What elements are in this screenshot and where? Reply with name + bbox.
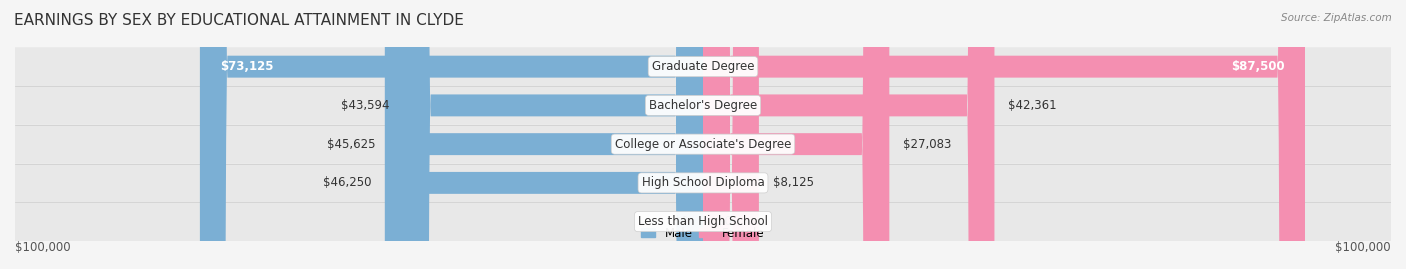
- FancyBboxPatch shape: [703, 0, 890, 269]
- Text: College or Associate's Degree: College or Associate's Degree: [614, 138, 792, 151]
- Text: Source: ZipAtlas.com: Source: ZipAtlas.com: [1281, 13, 1392, 23]
- Text: $87,500: $87,500: [1230, 60, 1284, 73]
- Text: $100,000: $100,000: [15, 241, 70, 254]
- FancyBboxPatch shape: [703, 0, 994, 269]
- Text: Bachelor's Degree: Bachelor's Degree: [650, 99, 756, 112]
- FancyBboxPatch shape: [389, 0, 703, 269]
- FancyBboxPatch shape: [703, 0, 759, 269]
- Text: $100,000: $100,000: [1336, 241, 1391, 254]
- Text: $8,125: $8,125: [773, 176, 814, 189]
- Text: $27,083: $27,083: [903, 138, 952, 151]
- Text: Graduate Degree: Graduate Degree: [652, 60, 754, 73]
- FancyBboxPatch shape: [15, 125, 1391, 164]
- Legend: Male, Female: Male, Female: [637, 222, 769, 245]
- FancyBboxPatch shape: [703, 0, 1305, 269]
- FancyBboxPatch shape: [15, 202, 1391, 241]
- Text: $0: $0: [717, 215, 731, 228]
- FancyBboxPatch shape: [404, 0, 703, 269]
- Text: $45,625: $45,625: [326, 138, 375, 151]
- FancyBboxPatch shape: [200, 0, 703, 269]
- FancyBboxPatch shape: [385, 0, 703, 269]
- FancyBboxPatch shape: [15, 164, 1391, 202]
- Text: EARNINGS BY SEX BY EDUCATIONAL ATTAINMENT IN CLYDE: EARNINGS BY SEX BY EDUCATIONAL ATTAINMEN…: [14, 13, 464, 29]
- Text: $46,250: $46,250: [322, 176, 371, 189]
- Text: $73,125: $73,125: [221, 60, 274, 73]
- Text: High School Diploma: High School Diploma: [641, 176, 765, 189]
- Text: $42,361: $42,361: [1008, 99, 1057, 112]
- Text: $0: $0: [675, 215, 689, 228]
- Text: Less than High School: Less than High School: [638, 215, 768, 228]
- FancyBboxPatch shape: [15, 47, 1391, 86]
- FancyBboxPatch shape: [15, 86, 1391, 125]
- Text: $43,594: $43,594: [340, 99, 389, 112]
